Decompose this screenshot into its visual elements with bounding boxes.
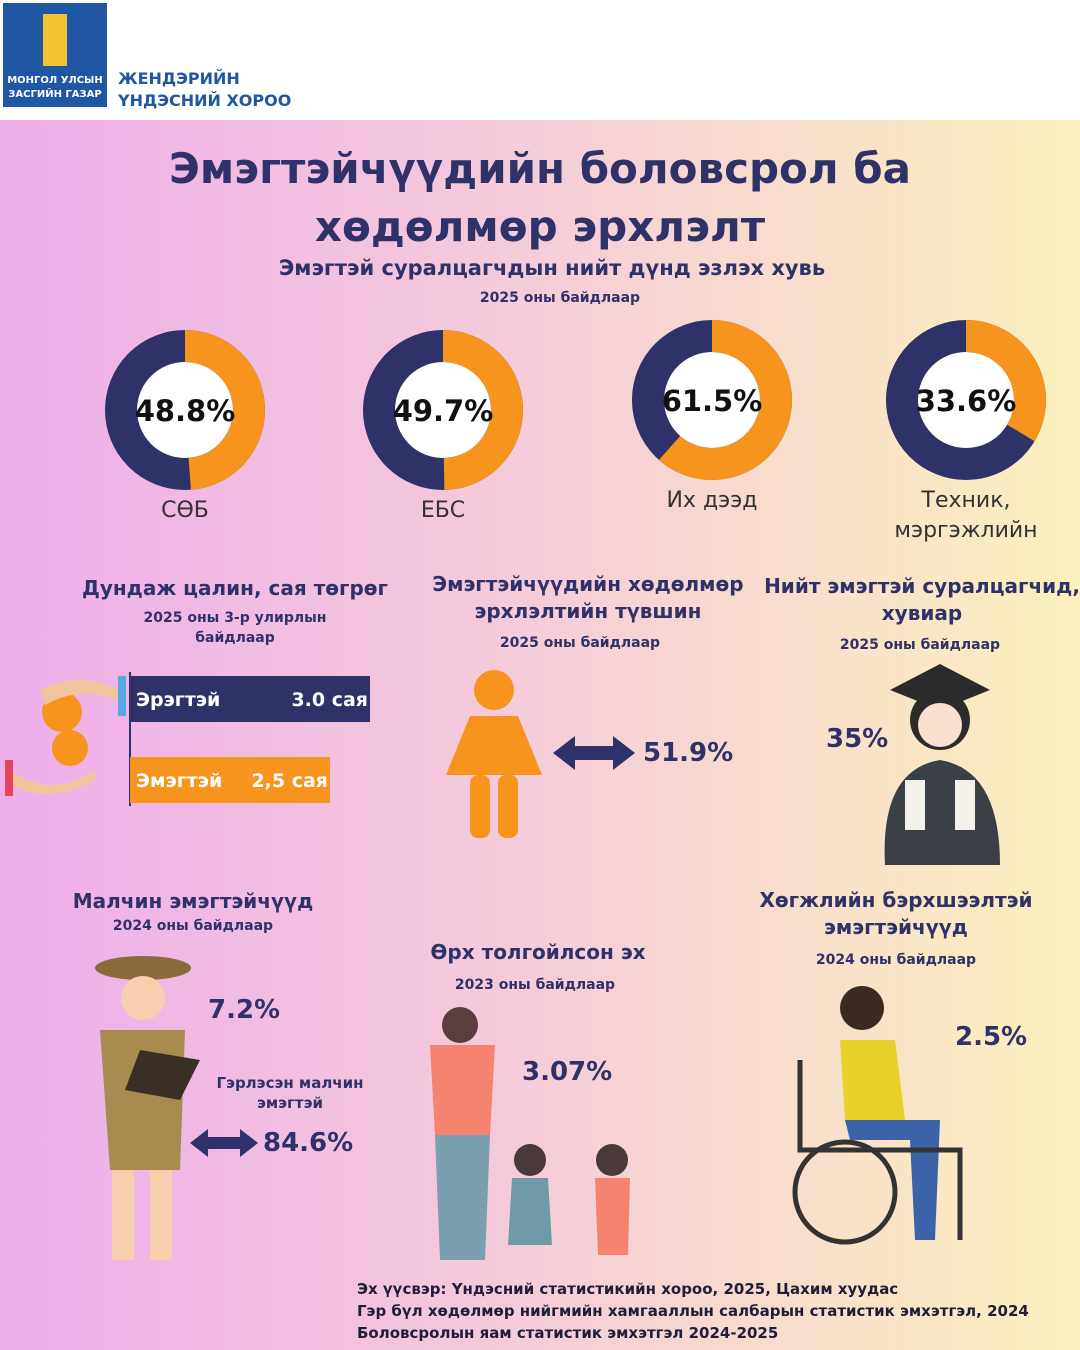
disabled-title: Хөгжлийн бэрхшээлтэй эмэгтэйчүүд: [759, 888, 1033, 939]
mother-top: [430, 1045, 495, 1135]
donut-subtitle: 2025 оны байдлаар: [479, 290, 641, 306]
logo-text: МОНГОЛ УЛСЫН ЗАСГИЙН ГАЗАР: [7, 74, 103, 102]
bar-category: Эрэгтэй: [136, 689, 220, 711]
child-head: [514, 1144, 546, 1176]
donut-category: Техник, мэргэжлийн: [894, 488, 1038, 543]
source-line: Гэр бүл хөдөлмөр нийгмийн хамгааллын сал…: [357, 1302, 1029, 1320]
title: Эмэгтэйчүүдийн боловсрол ба хөдөлмөр эрх…: [169, 144, 911, 251]
logo-line: МОНГОЛ УЛСЫН: [7, 75, 103, 86]
org-name: ЖЕНДЭРИЙН ҮНДЭСНИЙ ХОРОО: [118, 68, 291, 112]
donut-segment: [363, 330, 523, 490]
employment-value: 51.9%: [643, 738, 734, 768]
coin: [42, 692, 82, 732]
bar: [130, 676, 370, 722]
herders-note-value: 84.6%: [263, 1128, 354, 1158]
employment-subtitle: 2025 оны байдлаар: [499, 635, 661, 651]
employment-title: Эмэгтэйчүүдийн хөдөлмөр эрхлэлтийн түвши…: [432, 572, 744, 623]
disabled-value: 2.5%: [955, 1022, 1028, 1052]
herders-value: 7.2%: [208, 995, 281, 1025]
herder-leg: [112, 1170, 134, 1260]
students-value: 35%: [826, 724, 889, 754]
icon-body: [446, 716, 542, 775]
donut-title: Эмэгтэй суралцагчдын нийт дүнд эзлэх хув…: [278, 256, 826, 280]
source-line: Эх үүсвэр: Үндэсний статистикийн хороо, …: [357, 1280, 899, 1298]
child-body: [508, 1178, 552, 1245]
herder-hat: [95, 956, 191, 980]
donut-category: СӨБ: [161, 498, 209, 523]
cuff: [118, 676, 126, 716]
org-line: ЖЕНДЭРИЙН: [118, 69, 240, 88]
hand: [10, 770, 95, 794]
arrow: [553, 736, 635, 770]
donut-segment: [632, 320, 792, 480]
donut-label: 49.7%: [393, 394, 494, 428]
logo-emblem: [43, 14, 67, 66]
child-body: [595, 1178, 630, 1255]
bar-category: Эмэгтэй: [136, 770, 222, 792]
bar-value-label: 3.0 сая: [291, 689, 368, 711]
disabled-subtitle: 2024 оны байдлаар: [815, 952, 977, 968]
students-subtitle: 2025 оны байдлаар: [839, 637, 1001, 653]
donut-label: 61.5%: [662, 384, 763, 418]
wc-top: [840, 1040, 905, 1120]
wheel: [792, 1139, 898, 1245]
grad-gown: [884, 760, 1000, 865]
students-title: Нийт эмэгтэй суралцагчид, хувиар: [764, 574, 1080, 625]
mothers-subtitle: 2023 оны байдлаар: [454, 977, 616, 993]
icon-leg: [498, 775, 518, 838]
coin: [52, 730, 88, 766]
salary-title: Дундаж цалин, сая төгрөг: [82, 576, 388, 600]
donut-segment: [105, 330, 265, 490]
herders-title: Малчин эмэгтэйчүүд: [72, 889, 314, 913]
donut-category: Их дээд: [666, 488, 758, 513]
wc-head: [840, 986, 884, 1030]
donut-label: 48.8%: [135, 394, 236, 428]
sources: Эх үүсвэр: Үндэсний статистикийн хороо, …: [357, 1278, 1029, 1344]
grad-cap: [890, 664, 990, 710]
org-line: ҮНДЭСНИЙ ХОРОО: [118, 91, 292, 110]
herder-face: [121, 976, 165, 1020]
woman-icon: [446, 670, 542, 838]
mothers-title: Өрх толгойлсон эх: [430, 940, 646, 964]
mother-head: [442, 1007, 478, 1043]
grad-stole: [905, 780, 975, 830]
grad-face: [918, 703, 962, 747]
wc-frame: [797, 1060, 963, 1240]
arrow: [190, 1129, 258, 1157]
donut-label: 33.6%: [916, 384, 1017, 418]
logo-line: ЗАСГИЙН ГАЗАР: [8, 89, 102, 100]
icon-head: [474, 670, 514, 710]
cuff: [5, 760, 13, 796]
donut-category: ЕБС: [420, 498, 466, 523]
mothers-value: 3.07%: [522, 1057, 613, 1087]
mother-pants: [435, 1135, 490, 1260]
bar-value-label: 2,5 сая: [251, 770, 328, 792]
donut-segment: [886, 320, 1046, 480]
source-line: Боловсролын яам статистик эмхэтгэл 2024-…: [357, 1324, 779, 1342]
herders-note: Гэрлэсэн малчин эмэгтэй: [216, 1074, 364, 1112]
herder-leg: [150, 1170, 172, 1260]
herders-subtitle: 2024 оны байдлаар: [112, 918, 274, 934]
hand: [40, 680, 118, 705]
child-head: [596, 1144, 628, 1176]
clipboard: [125, 1050, 200, 1100]
bar: [130, 757, 330, 803]
icon-leg: [470, 775, 490, 838]
salary-subtitle: 2025 оны 3-р улирлын байдлаар: [143, 610, 327, 646]
